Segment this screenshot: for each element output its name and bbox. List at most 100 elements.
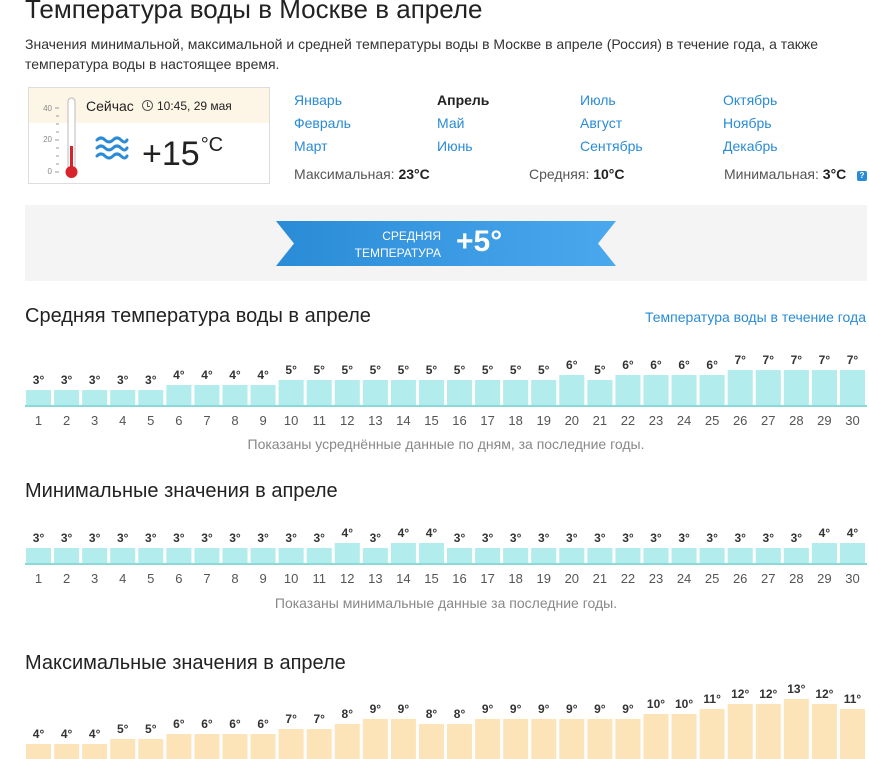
tick-label-day-18: 18 — [508, 413, 522, 428]
month-link-10[interactable]: Октябрь — [723, 92, 778, 108]
bar-label-day-28: 3° — [791, 531, 803, 545]
month-link-7[interactable]: Июль — [580, 92, 616, 108]
bar-day-30 — [839, 543, 865, 563]
bar-label-day-26: 3° — [734, 531, 746, 545]
bar-label-day-1: 3° — [33, 531, 45, 545]
bar-label-day-19: 5° — [538, 363, 550, 377]
bar-day-17 — [475, 719, 501, 759]
page-description: Значения минимальной, максимальной и сре… — [25, 36, 819, 72]
month-link-4[interactable]: Апрель — [437, 92, 490, 108]
bar-day-9 — [250, 734, 276, 759]
bar-day-14 — [390, 719, 416, 759]
bar-day-22 — [615, 548, 641, 563]
bar-label-day-17: 5° — [482, 363, 494, 377]
month-link-3[interactable]: Март — [294, 138, 328, 154]
bar-label-day-8: 4° — [229, 368, 241, 382]
bar-day-20 — [559, 719, 585, 759]
tick-label-day-20: 20 — [565, 571, 579, 586]
tick-label-day-12: 12 — [340, 413, 354, 428]
yearly-temperature-link[interactable]: Температура воды в течение года — [644, 309, 866, 325]
bar-day-7 — [194, 548, 220, 563]
bar-day-20 — [559, 375, 585, 405]
month-link-12[interactable]: Декабрь — [723, 138, 778, 154]
bar-day-9 — [250, 385, 276, 405]
month-link-6[interactable]: Июнь — [437, 138, 473, 154]
bar-day-19 — [531, 380, 557, 405]
tick-label-day-19: 19 — [536, 571, 550, 586]
bar-day-30 — [839, 709, 865, 759]
tick-label-day-9: 9 — [259, 571, 266, 586]
bar-day-25 — [699, 375, 725, 405]
bar-label-day-21: 5° — [594, 363, 606, 377]
month-link-8[interactable]: Август — [580, 115, 623, 131]
month-link-9[interactable]: Сентябрь — [580, 138, 643, 154]
stat-max: Максимальная: 23°C — [294, 166, 430, 182]
tick-label-day-19: 19 — [536, 413, 550, 428]
bar-day-10 — [278, 380, 304, 405]
bar-day-5 — [138, 739, 164, 759]
bar-label-day-12: 5° — [342, 363, 354, 377]
bar-label-day-6: 4° — [173, 368, 185, 382]
max-chart-svg: 4° 4° 4° 5° 5° 6° 6° 6° 6° 7° 7° 8° 9° 9° 8° 8° 9° 9° 9° 9°… — [26, 682, 865, 759]
bar-day-26 — [727, 370, 753, 405]
tick-label-day-4: 4 — [119, 571, 126, 586]
tick-label-day-6: 6 — [175, 571, 182, 586]
bar-day-8 — [222, 734, 248, 759]
stat-min: Минимальная: 3°C — [724, 166, 847, 182]
tick-label-day-3: 3 — [91, 413, 98, 428]
bar-label-day-10: 5° — [285, 363, 297, 377]
tick-label-day-21: 21 — [593, 571, 607, 586]
tick-label-day-24: 24 — [677, 413, 691, 428]
tick-label-day-29: 29 — [817, 413, 831, 428]
ribbon-shape — [276, 221, 616, 266]
bar-label-day-24: 10° — [675, 697, 693, 711]
tick-label-day-22: 22 — [621, 413, 635, 428]
bar-day-17 — [475, 548, 501, 563]
bar-label-day-4: 3° — [117, 373, 129, 387]
tick-label-day-16: 16 — [452, 413, 466, 428]
bar-day-28 — [783, 370, 809, 405]
tick-label-day-25: 25 — [705, 413, 719, 428]
tick-label-day-13: 13 — [368, 413, 382, 428]
bar-label-day-14: 9° — [398, 702, 410, 716]
tick-label-day-16: 16 — [452, 571, 466, 586]
month-link-5[interactable]: Май — [437, 115, 465, 131]
bar-label-day-23: 6° — [650, 358, 662, 372]
bar-label-day-20: 3° — [566, 531, 578, 545]
bar-label-day-6: 6° — [173, 717, 185, 731]
bar-label-day-4: 5° — [117, 722, 129, 736]
current-time: 10:45, 29 мая — [157, 99, 232, 113]
tick-label-day-5: 5 — [147, 571, 154, 586]
bar-day-21 — [587, 548, 613, 563]
bar-day-5 — [138, 548, 164, 563]
tick-label-day-23: 23 — [649, 413, 663, 428]
min-chart-note: Показаны минимальные данные за последние… — [274, 595, 618, 611]
bar-label-day-30: 4° — [847, 526, 859, 540]
tick-label-day-26: 26 — [733, 413, 747, 428]
month-link-1[interactable]: Январь — [294, 92, 342, 108]
help-icon[interactable]: ? — [857, 171, 867, 181]
bar-label-day-5: 5° — [145, 722, 157, 736]
tick-label-day-27: 27 — [761, 413, 775, 428]
bar-label-day-6: 3° — [173, 531, 185, 545]
tick-label-day-2: 2 — [63, 571, 70, 586]
tick-label-day-25: 25 — [705, 571, 719, 586]
bar-day-6 — [166, 734, 192, 759]
ribbon-label: СРЕДНЯЯ ТЕМПЕРАТУРА — [354, 229, 441, 260]
bar-label-day-24: 3° — [678, 531, 690, 545]
bar-label-day-13: 9° — [370, 702, 382, 716]
bar-day-4 — [110, 548, 136, 563]
tick-label-day-18: 18 — [508, 571, 522, 586]
month-link-11[interactable]: Ноябрь — [723, 115, 772, 131]
bar-day-10 — [278, 548, 304, 563]
bar-day-26 — [727, 704, 753, 759]
bar-day-17 — [475, 380, 501, 405]
tick-label-day-22: 22 — [621, 571, 635, 586]
average-ribbon: СРЕДНЯЯ ТЕМПЕРАТУРА +5° — [276, 221, 616, 266]
bar-day-12 — [334, 380, 360, 405]
tick-label-day-5: 5 — [147, 413, 154, 428]
bar-day-16 — [447, 548, 473, 563]
bar-day-13 — [362, 380, 388, 405]
bar-label-day-8: 3° — [229, 531, 241, 545]
month-link-2[interactable]: Февраль — [294, 115, 351, 131]
